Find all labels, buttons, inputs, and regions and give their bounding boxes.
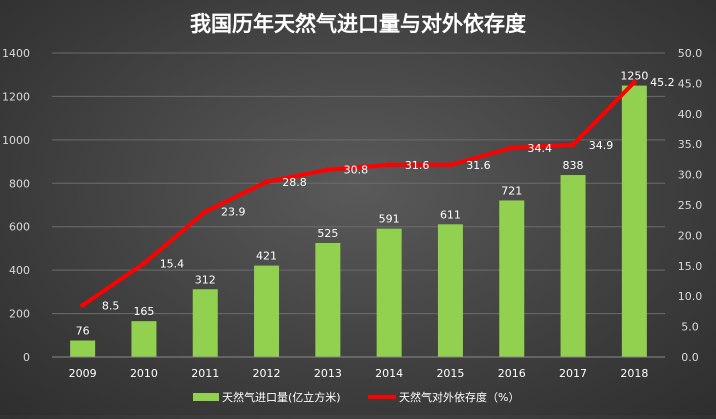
bar xyxy=(499,200,525,357)
bar-data-label: 76 xyxy=(76,324,90,337)
bar xyxy=(254,265,280,357)
y-right-tick-label: 20.0 xyxy=(678,229,703,242)
line-point xyxy=(264,179,270,185)
bar-data-label: 1250 xyxy=(620,70,648,83)
line-point xyxy=(509,145,515,151)
bar xyxy=(192,289,218,357)
y-right-tick-label: 0.0 xyxy=(681,351,699,364)
y-left-tick-label: 200 xyxy=(9,308,30,321)
x-tick-label: 2015 xyxy=(436,367,464,380)
y-right-tick-label: 45.0 xyxy=(678,77,703,90)
y-right-tick-label: 5.0 xyxy=(681,321,699,334)
y-left-tick-label: 1000 xyxy=(2,134,30,147)
bar xyxy=(70,340,96,357)
line-data-label: 30.8 xyxy=(344,164,369,177)
line-data-label: 23.9 xyxy=(221,206,246,219)
x-tick-label: 2010 xyxy=(130,367,158,380)
bar-data-label: 721 xyxy=(501,184,522,197)
y-right-tick-label: 50.0 xyxy=(678,47,703,60)
legend-line-label: 天然气对外依存度（%） xyxy=(399,390,519,404)
line-point xyxy=(141,260,147,266)
bar-data-label: 312 xyxy=(195,273,216,286)
legend-bar-label: 天然气进口量(亿立方米) xyxy=(222,390,341,404)
bar-data-label: 591 xyxy=(379,213,400,226)
y-right-tick-label: 15.0 xyxy=(678,260,703,273)
y-right-tick-label: 25.0 xyxy=(678,199,703,212)
y-right-tick-label: 40.0 xyxy=(678,108,703,121)
line-data-label: 45.2 xyxy=(650,76,675,89)
x-tick-label: 2018 xyxy=(620,367,648,380)
line-point xyxy=(202,209,208,215)
y-left-tick-label: 800 xyxy=(9,177,30,190)
y-right-tick-label: 30.0 xyxy=(678,169,703,182)
line-point xyxy=(447,162,453,168)
bar-data-label: 525 xyxy=(317,227,338,240)
y-left-tick-label: 600 xyxy=(9,221,30,234)
line-data-label: 28.8 xyxy=(282,176,307,189)
line-data-label: 8.5 xyxy=(102,299,120,312)
y-left-tick-label: 400 xyxy=(9,264,30,277)
chart-title: 我国历年天然气进口量与对外依存度 xyxy=(190,11,526,36)
bar-data-label: 611 xyxy=(440,208,461,221)
y-left-tick-label: 1200 xyxy=(2,90,30,103)
x-tick-label: 2009 xyxy=(69,367,97,380)
line-data-label: 31.6 xyxy=(466,159,491,172)
bar xyxy=(131,321,157,357)
x-tick-label: 2013 xyxy=(314,367,342,380)
line-point xyxy=(570,142,576,148)
y-right-tick-label: 35.0 xyxy=(678,138,703,151)
y-left-tick-label: 1400 xyxy=(2,47,30,60)
bar xyxy=(315,243,341,357)
bar-data-label: 165 xyxy=(133,305,154,318)
line-series xyxy=(80,80,637,308)
x-tick-label: 2014 xyxy=(375,367,403,380)
x-tick-label: 2012 xyxy=(253,367,281,380)
bar xyxy=(560,175,586,357)
line-data-label: 34.4 xyxy=(528,142,553,155)
line-point xyxy=(325,167,331,173)
x-tick-label: 2016 xyxy=(498,367,526,380)
bar xyxy=(437,224,463,357)
bar xyxy=(621,85,647,358)
line-point xyxy=(631,79,637,85)
line-data-label: 31.6 xyxy=(405,159,430,172)
bar-data-label: 838 xyxy=(563,159,584,172)
bar-data-label: 421 xyxy=(256,250,277,263)
bar xyxy=(376,228,402,357)
x-tick-label: 2011 xyxy=(191,367,219,380)
line-point xyxy=(80,302,86,308)
line-data-label: 34.9 xyxy=(589,139,614,152)
y-right-tick-label: 10.0 xyxy=(678,290,703,303)
line-data-label: 15.4 xyxy=(160,257,185,270)
x-tick-label: 2017 xyxy=(559,367,587,380)
y-left-tick-label: 0 xyxy=(23,351,30,364)
legend-bar-swatch xyxy=(193,393,219,401)
line-point xyxy=(386,162,392,168)
